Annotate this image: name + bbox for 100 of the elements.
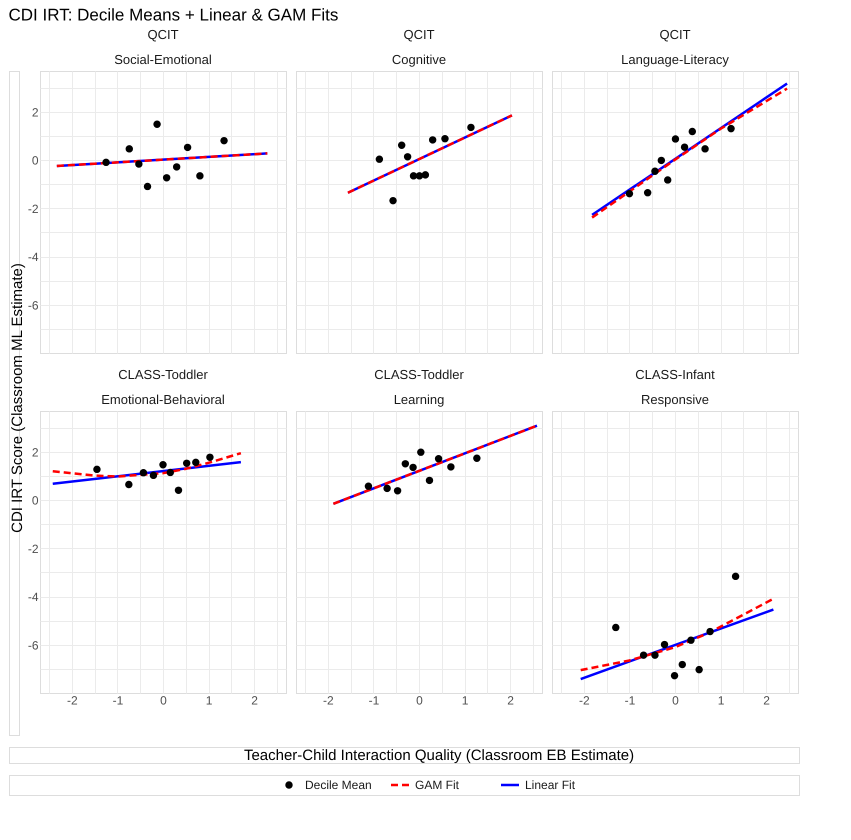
point [428, 136, 436, 144]
y-tick-label: 0 [32, 494, 39, 508]
point [664, 176, 672, 184]
legend-label: Decile Mean [305, 778, 372, 792]
legend-label: GAM Fit [415, 778, 460, 792]
point [473, 454, 481, 462]
y-tick-label: 2 [32, 105, 39, 120]
x-tick-label: 2 [507, 694, 514, 708]
chart-subtitle: Cognitive [392, 52, 446, 67]
chart-title: QCIT [659, 27, 691, 42]
line-series [52, 452, 242, 478]
point [434, 455, 442, 462]
x-tick-label: -2 [323, 694, 334, 708]
point [126, 145, 133, 153]
chart-subtitle: Responsive [641, 392, 709, 407]
x-tick-label: 1 [206, 694, 213, 708]
point [404, 153, 412, 161]
chart-subtitle: Learning [394, 392, 444, 407]
point [658, 156, 666, 164]
point [153, 120, 161, 128]
point [192, 458, 200, 466]
point [426, 476, 434, 484]
point [687, 636, 695, 644]
point [701, 145, 709, 153]
point [220, 136, 228, 144]
y-tick-label: -6 [28, 638, 39, 652]
legend-label: Linear Fit [525, 778, 576, 792]
point [184, 144, 192, 152]
point [102, 158, 110, 166]
point [162, 174, 170, 182]
x-tick-label: 1 [462, 694, 469, 708]
point [695, 666, 703, 674]
y-tick-label: 2 [32, 445, 39, 460]
x-tick-label: 2 [251, 694, 258, 708]
point [402, 460, 410, 468]
y-tick-label: -2 [28, 542, 39, 556]
point [678, 660, 686, 668]
x-tick-label: -2 [67, 694, 78, 708]
point [135, 160, 143, 168]
point [398, 142, 406, 149]
point [447, 463, 455, 471]
point [660, 640, 668, 648]
chart-title: QCIT [403, 27, 435, 42]
point [93, 466, 101, 474]
point [409, 464, 417, 472]
point [150, 472, 158, 480]
chart-title: CLASS-Infant [635, 367, 716, 382]
x-tick-label: 1 [718, 694, 725, 708]
point [732, 572, 740, 580]
point [364, 482, 372, 490]
point [467, 124, 475, 132]
x-tick-label: -1 [112, 694, 124, 708]
point [206, 454, 214, 461]
point [166, 468, 174, 476]
point [159, 461, 167, 468]
x-tick-label: 0 [416, 694, 424, 708]
point [651, 651, 659, 659]
chart-title: CLASS-Toddler [118, 367, 208, 382]
point [376, 156, 384, 163]
point [182, 460, 190, 468]
chart-subtitle: Social-Emotional [114, 52, 212, 67]
chart-subtitle: Language-Literacy [621, 52, 730, 67]
point [422, 171, 430, 179]
y-tick-label: -6 [28, 298, 39, 312]
point [144, 182, 152, 190]
y-axis-title: CDI IRT Score (Classroom ML Estimate) [9, 263, 26, 533]
x-tick-label: 0 [672, 694, 680, 708]
point [727, 124, 735, 132]
point [651, 168, 659, 175]
point [389, 196, 397, 204]
point [196, 172, 204, 180]
chart-title: CLASS-Toddler [374, 367, 464, 382]
point [441, 135, 449, 142]
y-tick-label: -2 [28, 202, 39, 216]
y-tick-label: 0 [32, 154, 39, 168]
x-tick-label: -1 [624, 694, 636, 708]
point [383, 484, 391, 492]
x-tick-label: 0 [160, 694, 168, 708]
point [140, 469, 148, 476]
y-tick-label: -4 [28, 590, 39, 604]
point [125, 480, 133, 488]
x-tick-label: -1 [368, 694, 380, 708]
x-tick-label: -2 [579, 694, 590, 708]
point [626, 190, 634, 198]
point [174, 486, 182, 494]
point [394, 487, 402, 494]
point [680, 143, 688, 151]
point [640, 651, 648, 659]
point [612, 624, 620, 632]
text: CDI IRT: Decile Means + Linear & GAM Fits [8, 6, 338, 24]
point [688, 128, 696, 136]
point [644, 189, 652, 196]
point [172, 163, 180, 171]
y-tick-label: -4 [28, 250, 39, 264]
point [670, 672, 678, 680]
chart-title: QCIT [147, 27, 179, 42]
x-axis-title: Teacher-Child Interaction Quality (Classroom EB Estimate) [244, 747, 634, 764]
chart-subtitle: Emotional-Behavioral [101, 392, 225, 407]
point [672, 135, 680, 143]
point [417, 448, 425, 456]
